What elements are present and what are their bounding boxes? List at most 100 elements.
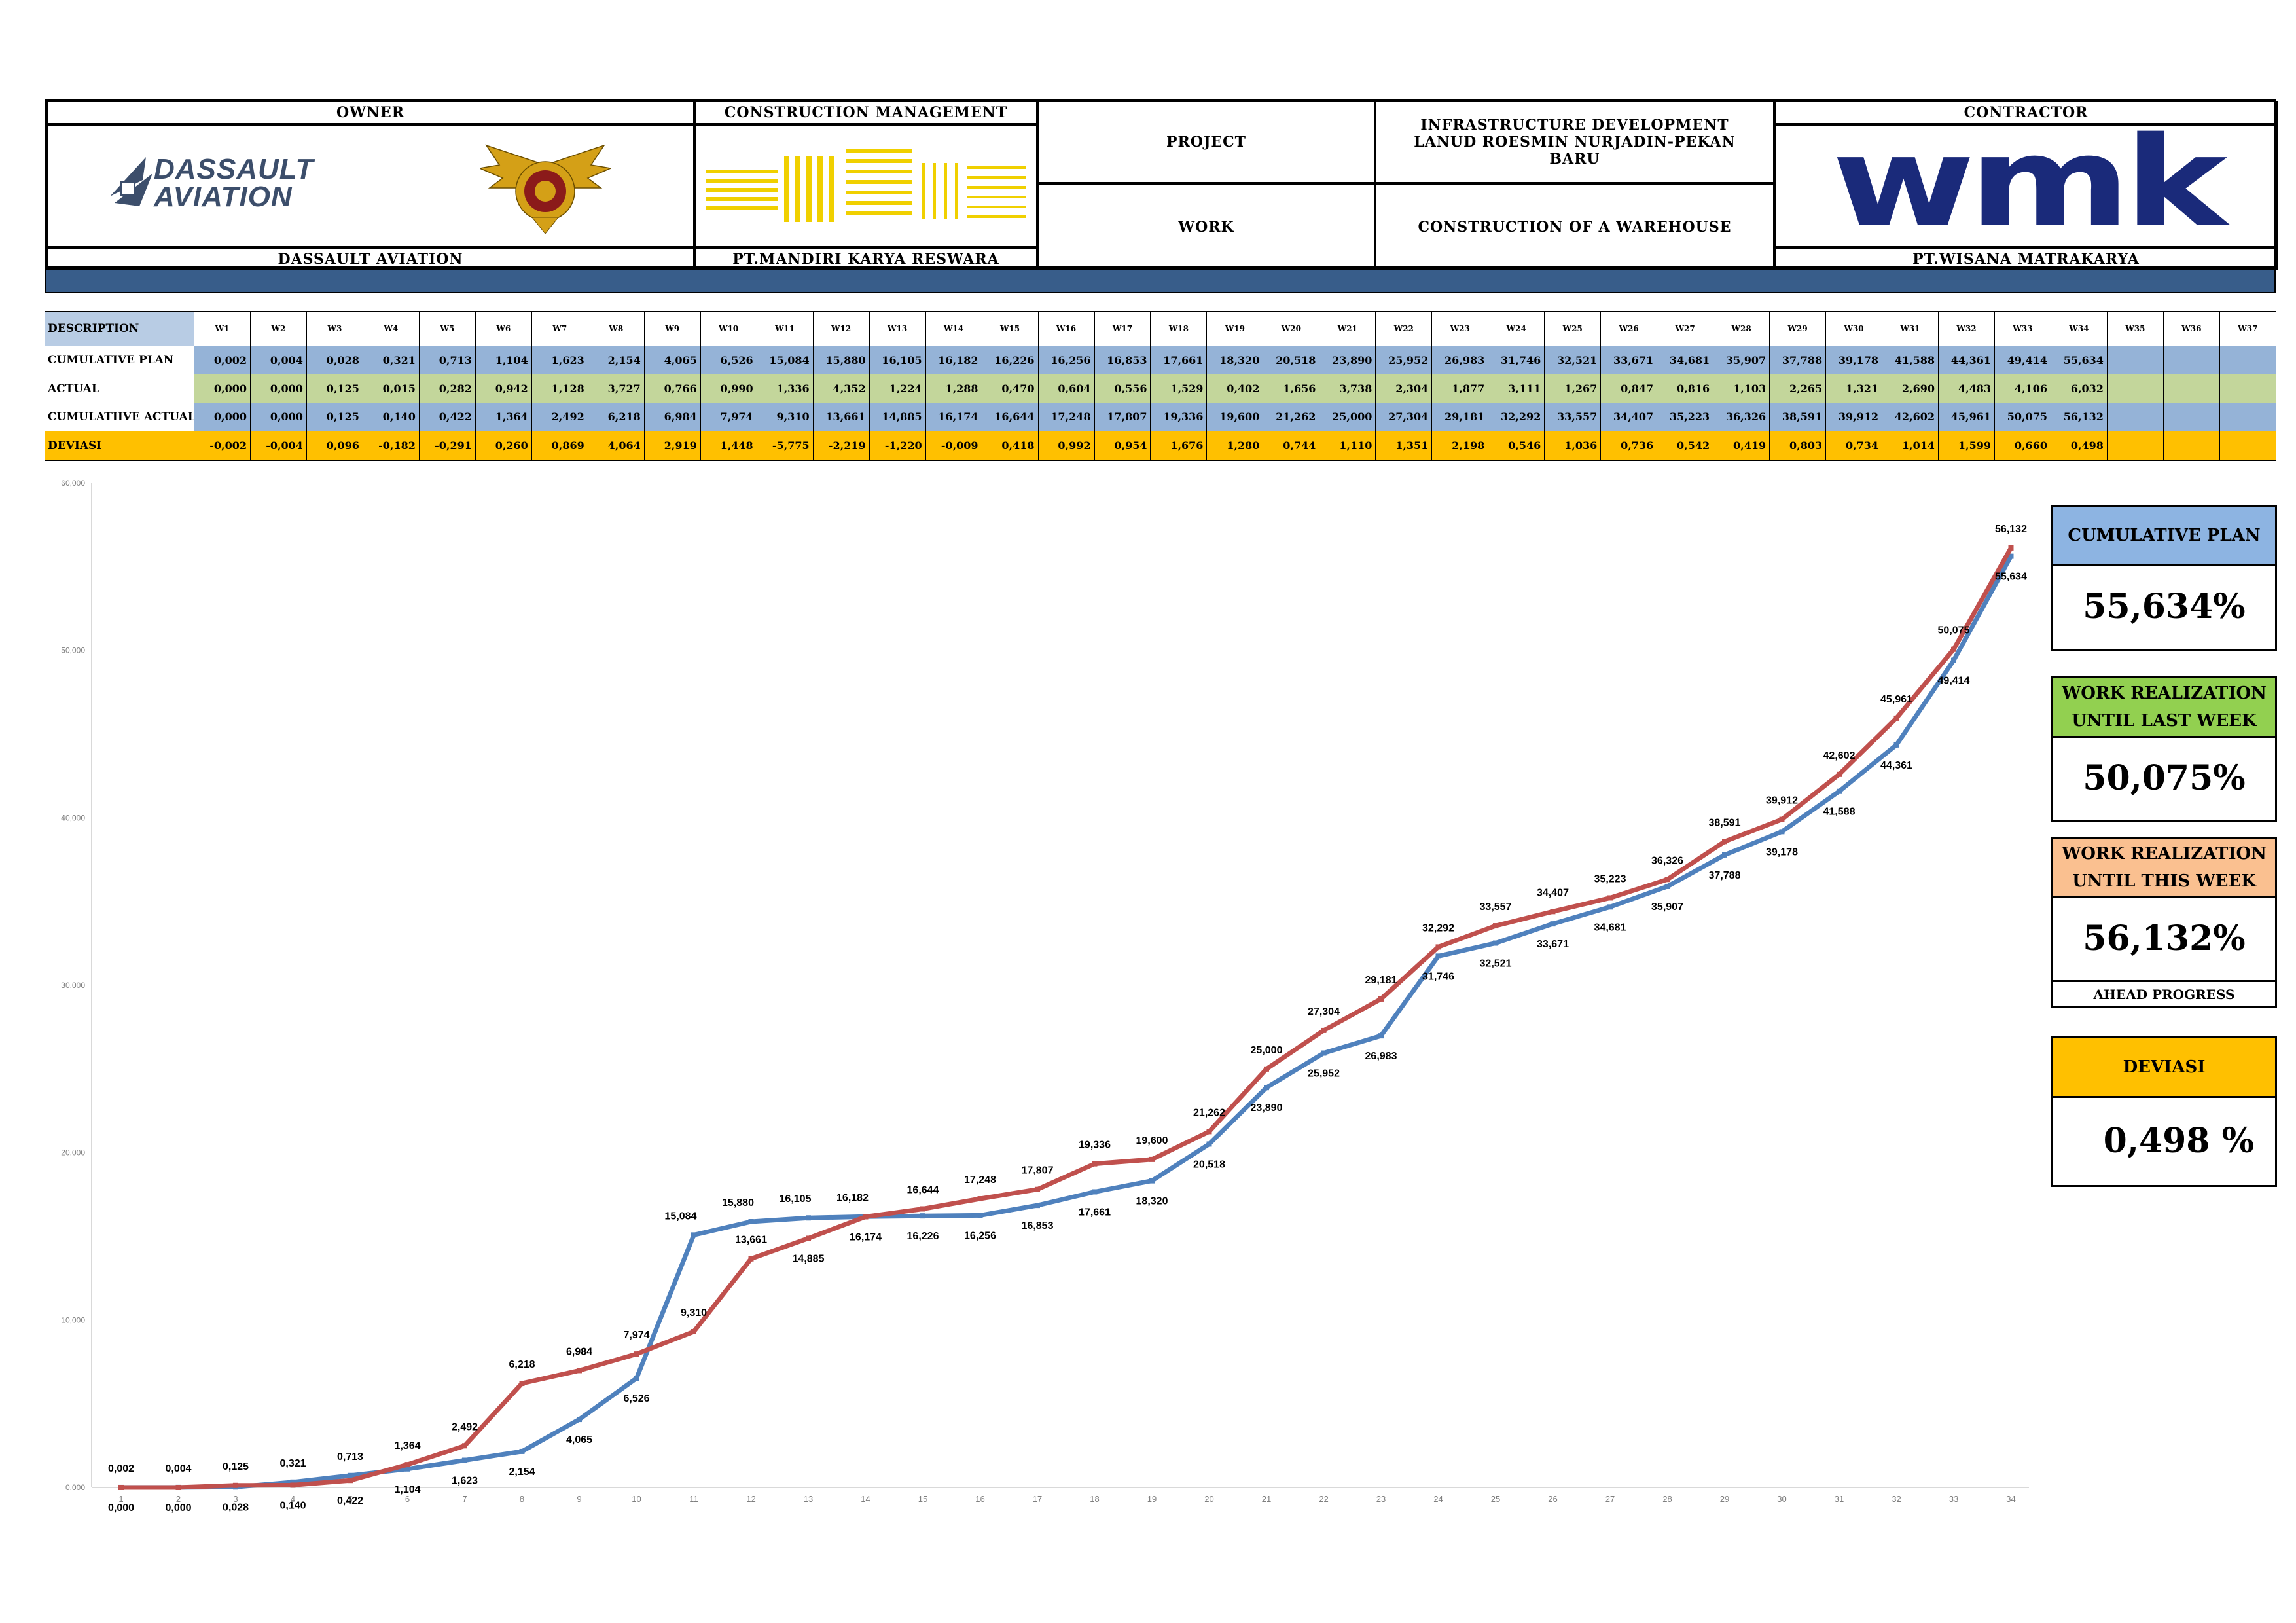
table-description-header: DESCRIPTION — [45, 310, 194, 347]
plan-data-label: 1,104 — [394, 1484, 420, 1495]
x-tick-label: 29 — [1720, 1494, 1729, 1504]
table-cell: 32,292 — [1488, 402, 1545, 431]
cm-name: PT.MANDIRI KARYA RESWARA — [694, 247, 1037, 270]
actual-data-label: 0,140 — [279, 1500, 306, 1511]
x-tick-label: 8 — [520, 1494, 524, 1504]
plan-point — [2008, 553, 2014, 559]
plan-point — [920, 1213, 925, 1219]
table-cell: 17,661 — [1150, 346, 1208, 375]
table-cell — [2162, 430, 2220, 462]
table-cell: 7,974 — [700, 402, 757, 431]
table-row: ACTUAL 0,000 0,000 0,125 0,015 0,282 0,942 1,12… — [45, 374, 2276, 403]
table-cell: 0,954 — [1094, 430, 1151, 462]
x-tick-label: 27 — [1605, 1494, 1615, 1504]
last-week-summary-label-2: UNTIL LAST WEEK — [2072, 711, 2257, 731]
table-cell: 16,853 — [1094, 346, 1151, 375]
progress-table: DESCRIPTION W1 W2 W3 W4 W5 W6 W7 W8 W9 W10 W11 W12 W1… — [45, 310, 2276, 462]
table-cell: 1,224 — [869, 374, 926, 403]
week-header: W22 — [1375, 310, 1433, 347]
plan-data-label: 37,788 — [1709, 870, 1741, 881]
actual-point — [348, 1478, 353, 1484]
plan-point — [1378, 1033, 1384, 1039]
week-header: W29 — [1769, 310, 1827, 347]
owner-logo-text-2: AVIATION — [154, 181, 293, 213]
plan-data-label: 20,518 — [1193, 1159, 1225, 1170]
table-cell — [2106, 374, 2164, 403]
table-cell: 21,262 — [1263, 402, 1320, 431]
table-cell: 0,000 — [249, 402, 307, 431]
table-cell: 2,154 — [587, 346, 645, 375]
week-header: W30 — [1825, 310, 1883, 347]
plan-point — [691, 1232, 696, 1238]
table-cell: 39,178 — [1825, 346, 1883, 375]
actual-point — [1035, 1186, 1040, 1192]
plan-data-label: 16,226 — [907, 1231, 939, 1242]
last-week-summary-box: WORK REALIZATION UNTIL LAST WEEK 50,075% — [2051, 676, 2277, 822]
actual-data-label: 6,984 — [566, 1346, 592, 1357]
s-curve-chart: 0,00010,00020,00030,00040,00050,00060,00… — [61, 479, 2029, 1514]
plan-point — [1321, 1050, 1327, 1056]
table-cell: 1,104 — [475, 346, 532, 375]
x-tick-label: 1 — [118, 1494, 123, 1504]
plan-data-label: 55,634 — [1995, 572, 2027, 583]
table-cell: 4,106 — [1994, 374, 2051, 403]
actual-data-label: 45,961 — [1880, 694, 1912, 705]
table-cell: 0,418 — [981, 430, 1039, 462]
week-header: W16 — [1037, 310, 1095, 347]
table-cell: 50,075 — [1994, 402, 2051, 431]
table-cell: 56,132 — [2050, 402, 2108, 431]
week-header: W25 — [1544, 310, 1602, 347]
table-cell — [2219, 374, 2276, 403]
table-cell: 1,656 — [1263, 374, 1320, 403]
x-tick-label: 32 — [1892, 1494, 1901, 1504]
actual-point — [1149, 1156, 1155, 1162]
actual-point — [1321, 1027, 1327, 1033]
table-cell: 13,661 — [812, 402, 870, 431]
table-cell — [2106, 346, 2164, 375]
table-cell: 1,623 — [531, 346, 588, 375]
table-cell: 0,556 — [1094, 374, 1151, 403]
table-cell: 2,690 — [1882, 374, 1939, 403]
table-cell: 15,880 — [812, 346, 870, 375]
table-cell: 1,103 — [1713, 374, 1770, 403]
table-cell: 55,634 — [2050, 346, 2108, 375]
table-cell: 25,000 — [1319, 402, 1376, 431]
deviation-summary-value: 0,498 % — [2103, 1120, 2254, 1161]
x-tick-label: 19 — [1147, 1494, 1157, 1504]
actual-point — [1664, 877, 1670, 883]
plan-data-label: 15,084 — [665, 1211, 697, 1222]
actual-point — [1951, 646, 1956, 652]
plan-point — [1607, 904, 1613, 910]
owner-logo-area: DASSAULT AVIATION — [46, 124, 694, 247]
actual-data-label: 19,600 — [1136, 1135, 1168, 1146]
y-tick-label: 10,000 — [61, 1315, 85, 1324]
table-cell: 0,990 — [700, 374, 757, 403]
actual-data-label: 9,310 — [681, 1307, 707, 1319]
x-tick-label: 26 — [1548, 1494, 1557, 1504]
table-cell: 0,000 — [249, 374, 307, 403]
table-cell: 35,223 — [1657, 402, 1714, 431]
row-label: ACTUAL — [45, 374, 194, 403]
week-header: W15 — [981, 310, 1039, 347]
actual-data-label: 1,364 — [394, 1440, 420, 1451]
table-cell: 0,282 — [418, 374, 476, 403]
last-week-summary-value: 50,075% — [2083, 757, 2246, 798]
owner-name: DASSAULT AVIATION — [46, 247, 694, 270]
table-cell: 36,326 — [1713, 402, 1770, 431]
actual-point — [118, 1485, 124, 1490]
table-cell: 14,885 — [869, 402, 926, 431]
table-cell: 0,942 — [475, 374, 532, 403]
table-cell: 39,912 — [1825, 402, 1883, 431]
x-tick-label: 21 — [1262, 1494, 1271, 1504]
x-tick-label: 13 — [804, 1494, 813, 1504]
week-header: W32 — [1938, 310, 1995, 347]
actual-data-label: 14,885 — [793, 1253, 825, 1264]
week-header: W23 — [1431, 310, 1489, 347]
deviation-summary-label: DEVIASI — [2053, 1038, 2275, 1098]
table-cell: 4,352 — [812, 374, 870, 403]
table-cell: 45,961 — [1938, 402, 1995, 431]
plan-point — [806, 1215, 811, 1221]
actual-data-label: 39,912 — [1766, 795, 1798, 807]
week-header: W6 — [475, 310, 532, 347]
actual-point — [1378, 996, 1384, 1002]
